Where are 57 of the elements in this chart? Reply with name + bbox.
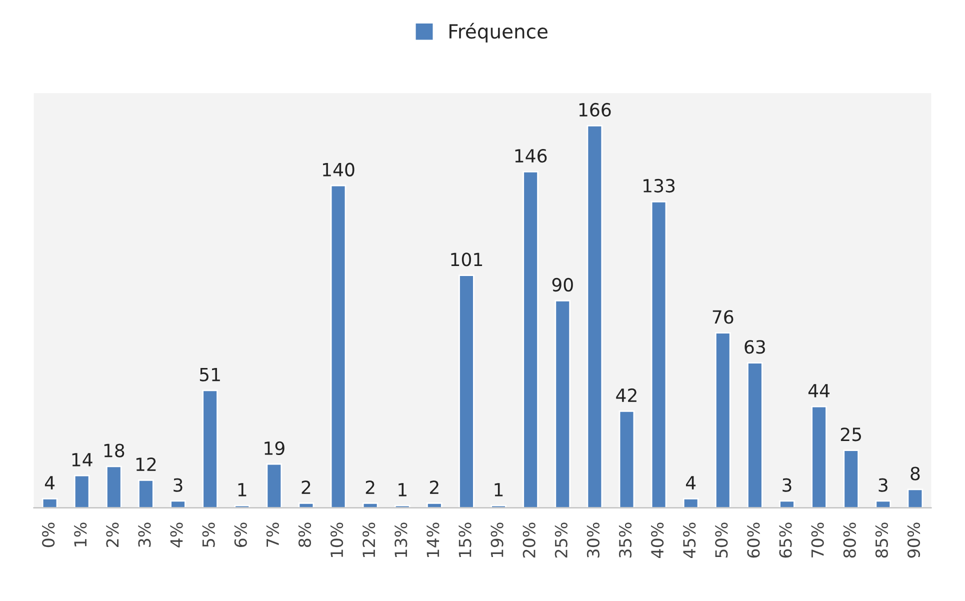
x-tick-label: 45% — [683, 522, 696, 558]
x-tick-label: 5% — [202, 522, 215, 547]
x-tick-label: 25% — [554, 522, 568, 558]
x-tick-label: 50% — [715, 522, 728, 558]
data-label: 3 — [174, 478, 182, 492]
data-label: 4 — [44, 476, 55, 490]
data-label: 2 — [366, 480, 374, 494]
data-label: 63 — [744, 340, 765, 354]
data-label: 2 — [302, 480, 310, 494]
x-tick-label: 10% — [330, 522, 344, 557]
data-label: 25 — [840, 428, 862, 442]
data-label: 1 — [398, 483, 406, 496]
x-tick-label: 7% — [266, 522, 279, 547]
x-tick-label: 8% — [298, 522, 312, 548]
x-tick-label: 4% — [170, 522, 183, 548]
x-tick-label: 12% — [362, 522, 376, 557]
x-tick-label: 13% — [394, 522, 408, 557]
data-label: 51 — [200, 368, 220, 382]
x-tick-label: 85% — [875, 522, 888, 558]
data-label: 140 — [323, 162, 354, 176]
x-tick-label: 3% — [138, 522, 151, 547]
data-label: 90 — [552, 278, 573, 292]
data-label: 18 — [104, 444, 124, 458]
x-tick-label: 80% — [843, 522, 856, 558]
data-label: 19 — [264, 441, 284, 456]
x-tick-label: 70% — [811, 522, 824, 558]
data-label: 3 — [878, 478, 888, 492]
x-tick-label: 35% — [618, 522, 632, 558]
data-label: 101 — [451, 252, 482, 266]
x-tick-label: 65% — [779, 522, 792, 558]
x-tick-label: 90% — [907, 522, 920, 558]
data-label: 8 — [910, 466, 920, 480]
x-tick-label: 0% — [42, 522, 55, 548]
data-label: 3 — [782, 478, 792, 492]
x-tick-label: 30% — [586, 522, 600, 558]
x-tick-label: 6% — [234, 522, 247, 548]
x-tick-label: 40% — [651, 522, 664, 558]
legend-label: Fréquence — [450, 22, 548, 42]
x-tick-label: 1% — [74, 522, 87, 546]
data-label: 1 — [494, 483, 503, 496]
x-tick-label: 2% — [106, 522, 119, 547]
data-label: 76 — [712, 310, 734, 324]
x-tick-label: 15% — [458, 522, 472, 557]
data-label: 146 — [515, 148, 547, 163]
data-label: 4 — [686, 476, 696, 490]
x-tick-label: 19% — [490, 522, 504, 557]
data-label: 14 — [72, 453, 92, 466]
x-tick-label: 20% — [522, 522, 536, 558]
data-label: 133 — [644, 178, 675, 193]
data-label: 1 — [238, 483, 246, 496]
data-label: 12 — [136, 458, 156, 471]
data-label: 44 — [808, 384, 830, 398]
data-label: 42 — [616, 388, 636, 402]
x-tick-label: 14% — [426, 522, 440, 557]
x-tick-label: 60% — [747, 522, 760, 558]
data-label: 166 — [579, 102, 611, 117]
data-label: 2 — [430, 480, 438, 494]
